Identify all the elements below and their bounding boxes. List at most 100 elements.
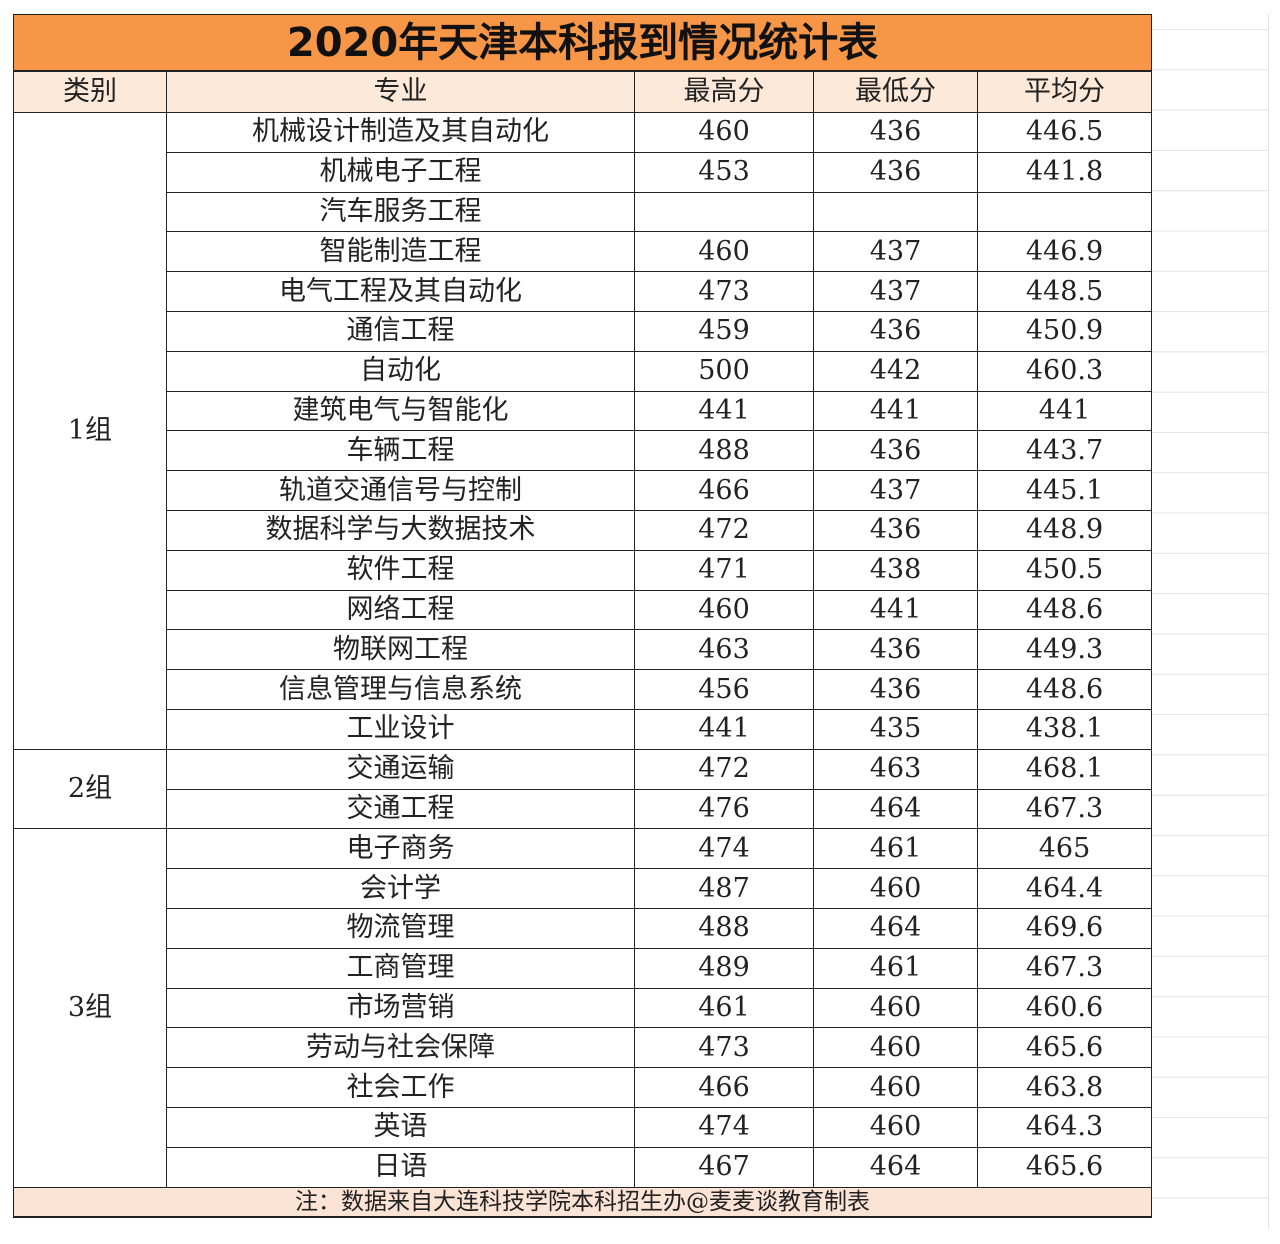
header-major: 专业 — [166, 70, 635, 113]
avg-score-cell: 468.1 — [976, 748, 1153, 790]
avg-score-cell: 463.8 — [976, 1067, 1153, 1108]
score-table: 2020年天津本科报到情况统计表 类别 专业 最高分 最低分 平均分 1组 机械设… — [12, 14, 1153, 1218]
min-score-cell: 437 — [813, 470, 978, 511]
table-row: 工业设计 441 435 438.1 — [14, 708, 1153, 750]
table-row: 市场营销 461 460 460.6 — [14, 987, 1153, 1029]
max-score-cell: 487 — [634, 868, 814, 909]
avg-score-cell: 449.3 — [976, 629, 1153, 671]
table-row: 物联网工程 463 436 449.3 — [14, 629, 1153, 671]
major-cell: 物联网工程 — [166, 629, 635, 671]
major-cell: 交通运输 — [166, 748, 635, 790]
major-cell: 网络工程 — [166, 589, 635, 631]
min-score-cell: 436 — [813, 430, 978, 472]
table-row: 通信工程 459 436 450.9 — [14, 310, 1153, 352]
major-cell: 通信工程 — [166, 310, 635, 352]
min-score-cell: 438 — [813, 549, 978, 591]
avg-score-cell: 467.3 — [976, 788, 1153, 830]
major-cell: 交通工程 — [166, 788, 635, 830]
max-score-cell: 472 — [634, 509, 814, 551]
table-row: 汽车服务工程 — [14, 191, 1153, 233]
major-cell: 物流管理 — [166, 907, 635, 949]
table-row: 建筑电气与智能化 441 441 441 — [14, 390, 1153, 432]
group-cell: 1组 — [13, 112, 167, 750]
table-row: 智能制造工程 460 437 446.9 — [14, 231, 1153, 273]
major-cell: 劳动与社会保障 — [166, 1027, 635, 1069]
min-score-cell: 464 — [813, 1146, 978, 1188]
min-score-cell: 461 — [813, 947, 978, 989]
max-score-cell: 466 — [634, 1067, 814, 1108]
table-row: 交通工程 476 464 467.3 — [14, 788, 1153, 830]
table-row: 网络工程 460 441 448.6 — [14, 589, 1153, 631]
avg-score-cell: 450.9 — [976, 310, 1153, 352]
min-score-cell — [813, 191, 978, 233]
major-cell: 车辆工程 — [166, 430, 635, 472]
avg-score-cell: 464.4 — [976, 868, 1153, 909]
max-score-cell: 476 — [634, 788, 814, 830]
table-row: 数据科学与大数据技术 472 436 448.9 — [14, 509, 1153, 551]
min-score-cell: 460 — [813, 1067, 978, 1108]
avg-score-cell: 450.5 — [976, 549, 1153, 591]
max-score-cell: 474 — [634, 828, 814, 870]
major-cell: 工商管理 — [166, 947, 635, 989]
avg-score-cell: 448.9 — [976, 509, 1153, 551]
table-title: 2020年天津本科报到情况统计表 — [12, 14, 1153, 72]
major-cell: 智能制造工程 — [166, 231, 635, 273]
major-cell: 英语 — [166, 1106, 635, 1148]
max-score-cell: 441 — [634, 708, 814, 750]
max-score-cell: 460 — [634, 589, 814, 631]
table-row: 物流管理 488 464 469.6 — [14, 907, 1153, 949]
avg-score-cell: 443.7 — [976, 430, 1153, 472]
major-cell: 自动化 — [166, 350, 635, 392]
header-row: 类别 专业 最高分 最低分 平均分 — [13, 70, 1153, 113]
table-row: 信息管理与信息系统 456 436 448.6 — [14, 669, 1153, 710]
spreadsheet-gridlines — [1151, 14, 1269, 1230]
max-score-cell: 459 — [634, 310, 814, 352]
table-row: 电气工程及其自动化 473 437 448.5 — [14, 271, 1153, 312]
min-score-cell: 436 — [813, 669, 978, 710]
max-score-cell: 466 — [634, 470, 814, 511]
table-row: 机械电子工程 453 436 441.8 — [14, 151, 1153, 193]
avg-score-cell: 438.1 — [976, 708, 1153, 750]
avg-score-cell: 465.6 — [976, 1027, 1153, 1069]
major-cell: 电子商务 — [166, 828, 635, 870]
header-max-score: 最高分 — [634, 70, 814, 113]
min-score-cell: 436 — [813, 310, 978, 352]
table-row: 软件工程 471 438 450.5 — [14, 549, 1153, 591]
max-score-cell — [634, 191, 814, 233]
major-cell: 汽车服务工程 — [166, 191, 635, 233]
avg-score-cell: 465 — [976, 828, 1153, 870]
avg-score-cell: 445.1 — [976, 470, 1153, 511]
min-score-cell: 437 — [813, 231, 978, 273]
major-cell: 日语 — [166, 1146, 635, 1188]
min-score-cell: 442 — [813, 350, 978, 392]
footnote-row: 注：数据来自大连科技学院本科招生办@麦麦谈教育制表 — [12, 1186, 1153, 1218]
major-cell: 轨道交通信号与控制 — [166, 470, 635, 511]
major-cell: 社会工作 — [166, 1067, 635, 1108]
max-score-cell: 453 — [634, 151, 814, 193]
min-score-cell: 461 — [813, 828, 978, 870]
min-score-cell: 463 — [813, 748, 978, 790]
min-score-cell: 437 — [813, 271, 978, 312]
avg-score-cell — [976, 191, 1153, 233]
min-score-cell: 464 — [813, 907, 978, 949]
avg-score-cell: 448.6 — [976, 669, 1153, 710]
table-row: 会计学 487 460 464.4 — [14, 868, 1153, 909]
header-category: 类别 — [13, 70, 167, 113]
major-cell: 会计学 — [166, 868, 635, 909]
avg-score-cell: 469.6 — [976, 907, 1153, 949]
min-score-cell: 460 — [813, 1027, 978, 1069]
major-cell: 软件工程 — [166, 549, 635, 591]
major-cell: 机械设计制造及其自动化 — [166, 112, 635, 153]
major-cell: 电气工程及其自动化 — [166, 271, 635, 312]
max-score-cell: 489 — [634, 947, 814, 989]
max-score-cell: 441 — [634, 390, 814, 432]
max-score-cell: 488 — [634, 430, 814, 472]
max-score-cell: 488 — [634, 907, 814, 949]
header-avg-score: 平均分 — [976, 70, 1153, 113]
min-score-cell: 460 — [813, 987, 978, 1029]
min-score-cell: 436 — [813, 151, 978, 193]
min-score-cell: 436 — [813, 112, 978, 153]
max-score-cell: 471 — [634, 549, 814, 591]
max-score-cell: 463 — [634, 629, 814, 671]
min-score-cell: 441 — [813, 589, 978, 631]
